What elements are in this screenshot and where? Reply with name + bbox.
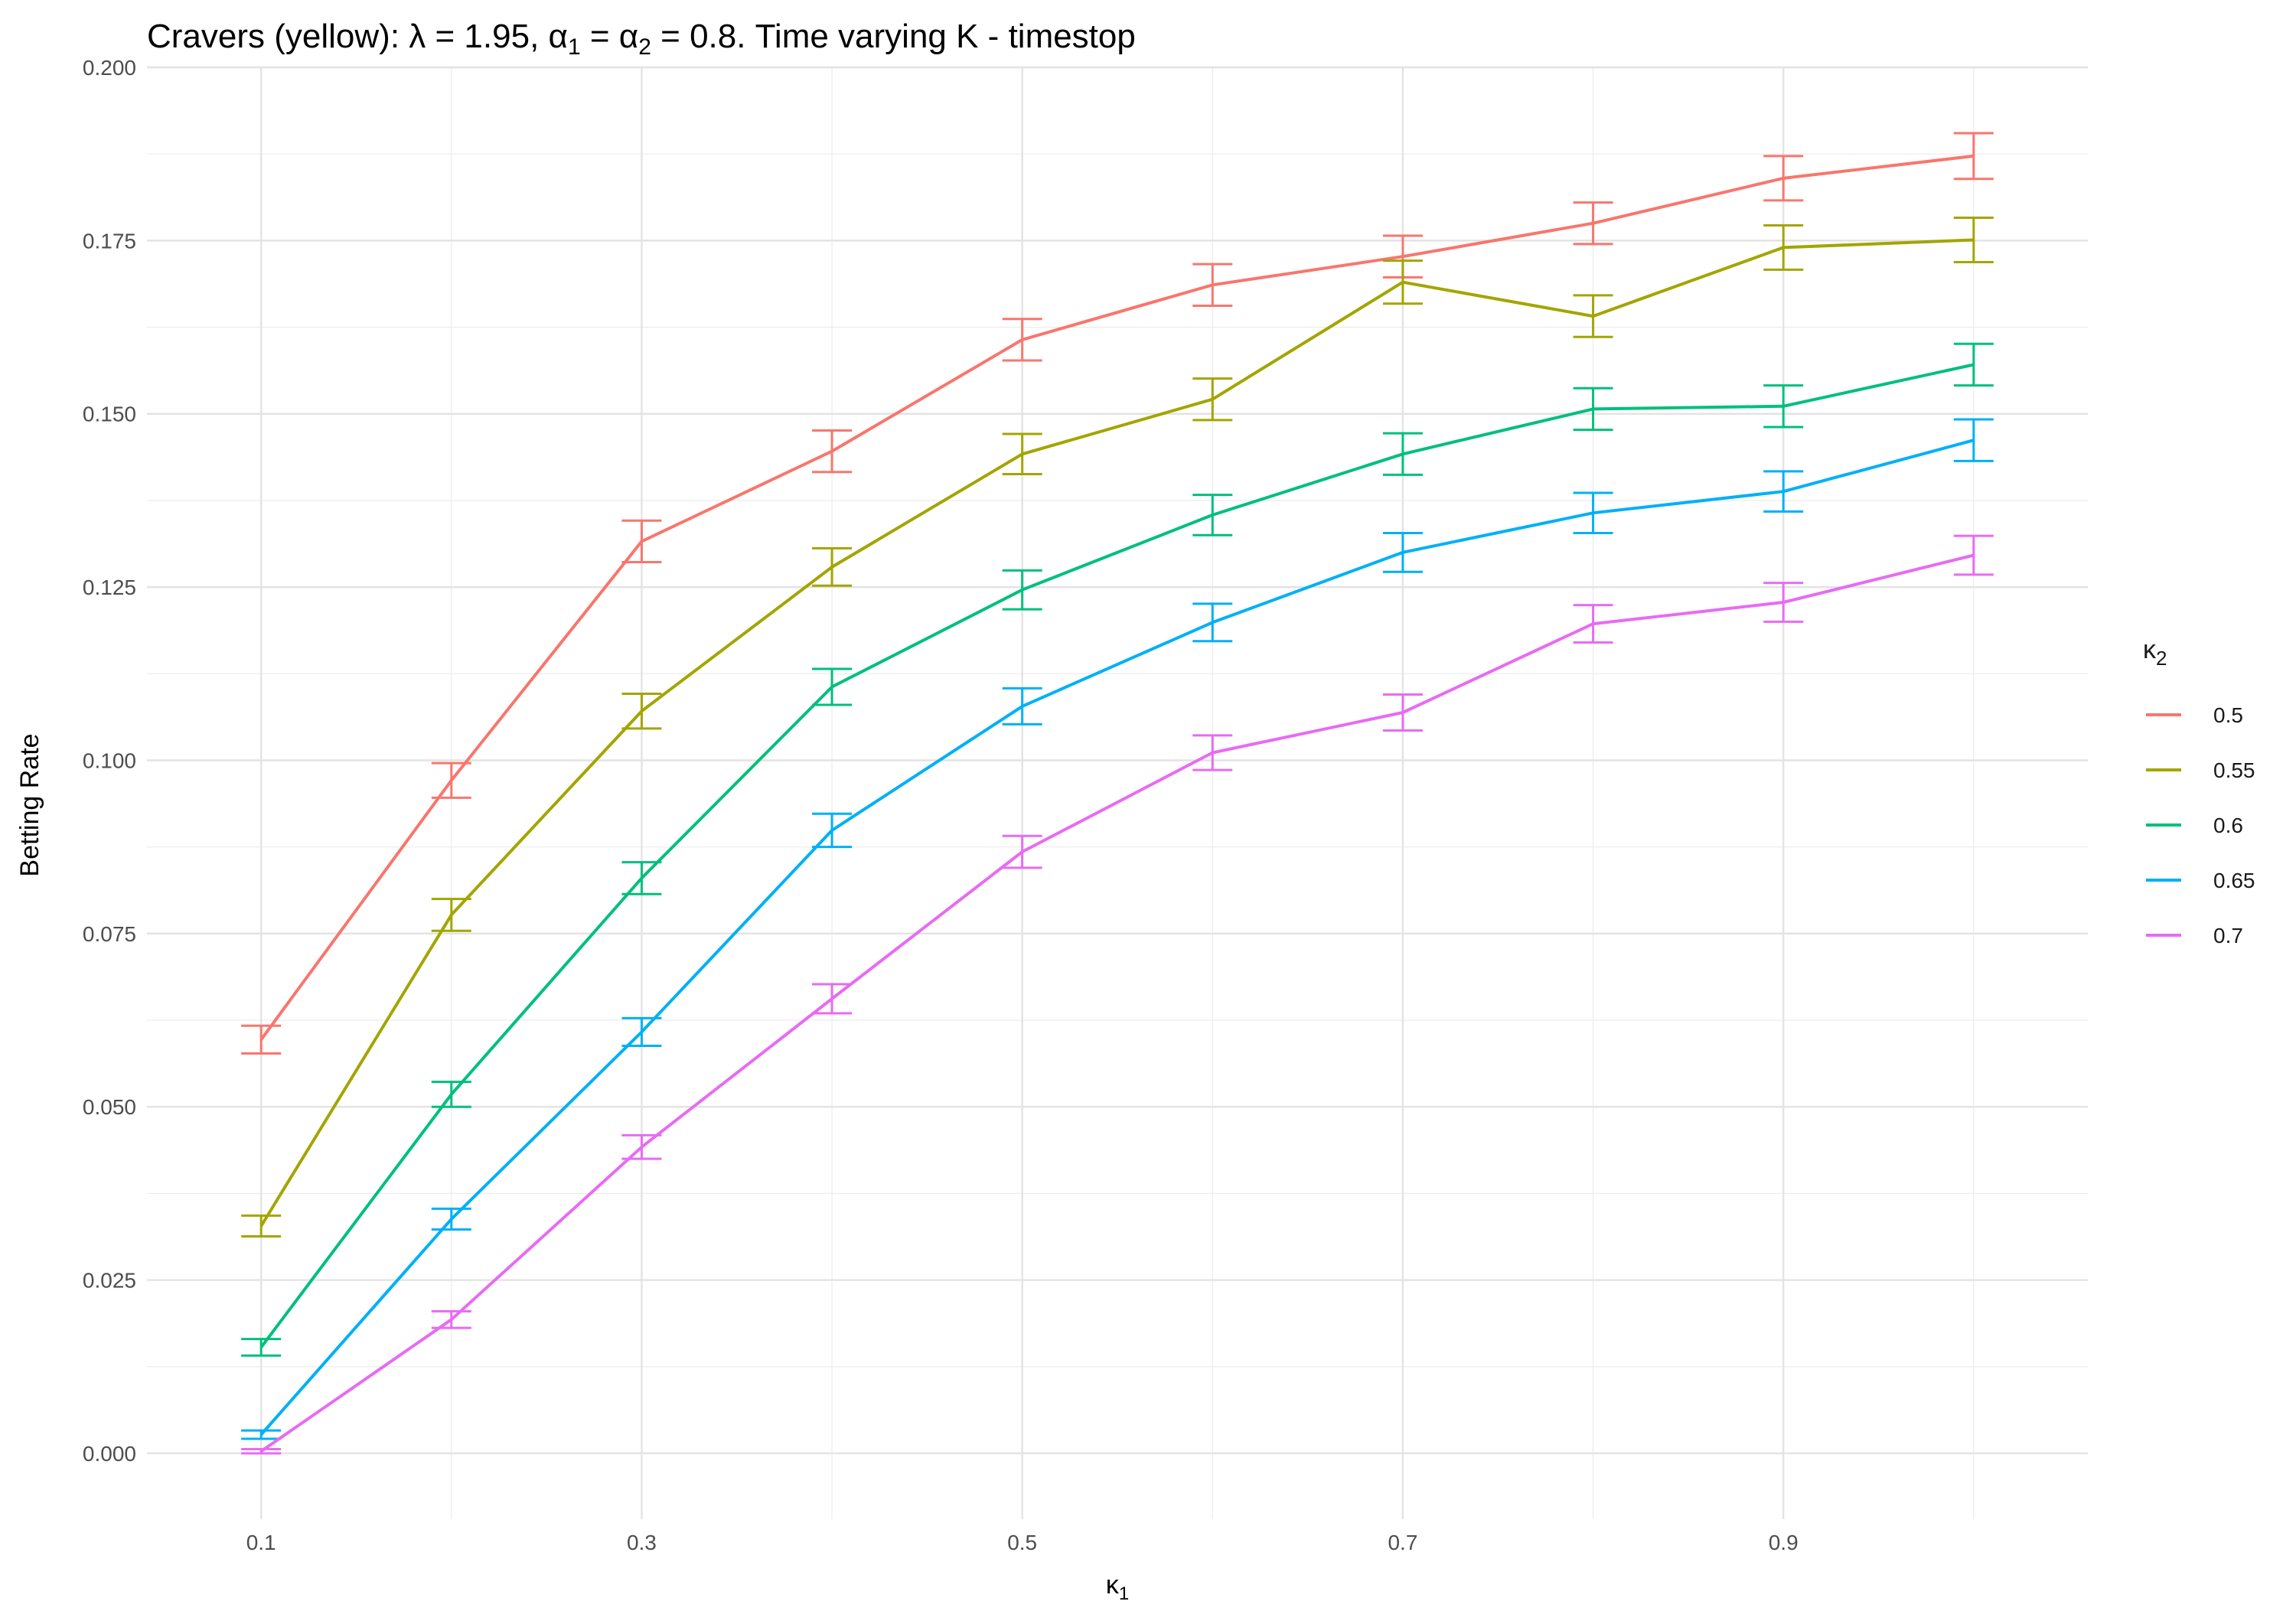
y-tick-label: 0.175 (83, 229, 136, 253)
y-tick-label: 0.025 (83, 1269, 136, 1293)
y-tick-label: 0.100 (83, 748, 136, 772)
y-tick-label: 0.125 (83, 576, 136, 599)
y-axis-ticks: 0.000 0.025 0.050 0.075 0.100 0.125 0.150 0.175… (83, 56, 136, 1466)
series-0.55 (241, 216, 1994, 1238)
series-0.65 (241, 418, 1994, 1440)
x-tick-label: 0.9 (1769, 1531, 1799, 1554)
legend-label: 0.7 (2213, 924, 2243, 947)
series-0.7 (241, 534, 1994, 1455)
legend-item: 0.5 (2146, 703, 2243, 727)
x-axis-title: κ1 (1106, 1570, 1129, 1604)
x-tick-label: 0.1 (246, 1531, 276, 1554)
x-tick-label: 0.3 (627, 1531, 657, 1554)
legend-label: 0.6 (2213, 814, 2243, 837)
legend-item: 0.65 (2146, 869, 2255, 892)
y-tick-label: 0.200 (83, 56, 136, 80)
y-tick-label: 0.000 (83, 1442, 136, 1466)
x-axis-ticks: 0.1 0.3 0.5 0.7 0.9 (246, 1531, 1799, 1554)
x-tick-label: 0.5 (1007, 1531, 1037, 1554)
legend-title: κ2 (2143, 635, 2167, 670)
legend-label: 0.5 (2213, 703, 2243, 727)
legend-item: 0.6 (2146, 814, 2243, 837)
series-line (259, 363, 1975, 1348)
legend-items: 0.5 0.55 0.6 0.65 0.7 (2146, 703, 2255, 947)
grid (147, 66, 2088, 1519)
x-tick-label: 0.7 (1388, 1531, 1417, 1554)
y-axis-title: Betting Rate (15, 733, 44, 876)
y-tick-label: 0.075 (83, 922, 136, 946)
series-0.6 (241, 342, 1994, 1357)
series-line (259, 238, 1974, 1228)
legend: κ2 0.5 0.55 0.6 0.65 0.7 (2143, 635, 2255, 947)
series-line (259, 154, 1975, 1041)
chart-title: Cravers (yellow): λ = 1.95, α1 = α2 = 0.… (147, 18, 1136, 60)
y-tick-label: 0.150 (83, 403, 136, 426)
series-line (259, 439, 1975, 1436)
series-layer (241, 132, 1994, 1455)
legend-label: 0.65 (2213, 869, 2255, 892)
legend-item: 0.7 (2146, 924, 2243, 947)
legend-label: 0.55 (2213, 758, 2255, 782)
y-tick-label: 0.050 (83, 1095, 136, 1119)
legend-item: 0.55 (2146, 758, 2255, 782)
series-line (260, 553, 1975, 1453)
series-0.5 (241, 132, 1994, 1055)
